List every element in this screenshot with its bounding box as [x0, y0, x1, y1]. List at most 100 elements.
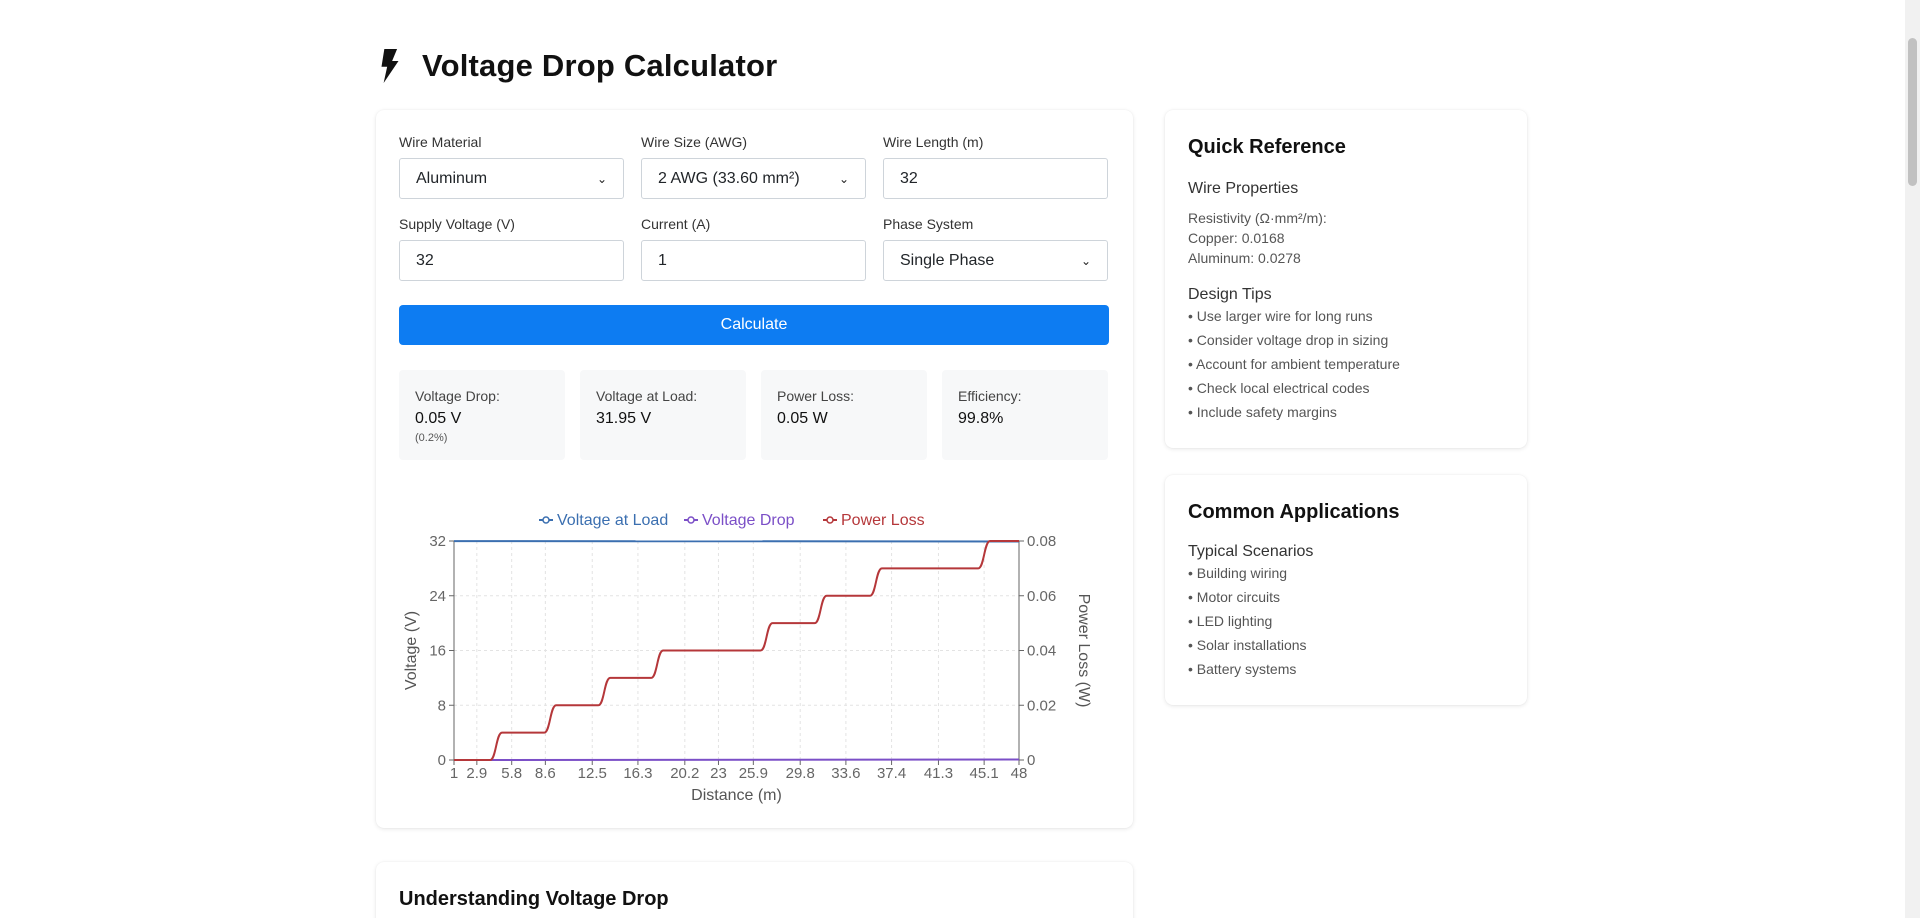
common-applications-card: Common Applications Typical Scenarios • …	[1165, 475, 1527, 705]
result-value: 0.05 W	[777, 410, 828, 427]
current-input[interactable]: 1	[641, 240, 866, 281]
wire-material-field: Wire Material Aluminum ⌄	[399, 134, 624, 199]
result-efficiency: Efficiency: 99.8%	[942, 370, 1108, 460]
common-applications-title: Common Applications	[1188, 501, 1400, 523]
result-voltage-at-load: Voltage at Load: 31.95 V	[580, 370, 746, 460]
page-scrollbar[interactable]	[1905, 0, 1920, 918]
list-item: • Account for ambient temperature	[1188, 356, 1400, 372]
x-axis-label: Distance (m)	[691, 787, 782, 804]
wire-material-select[interactable]: Aluminum ⌄	[399, 158, 624, 199]
wire-length-input[interactable]: 32	[883, 158, 1108, 199]
wire-size-value: 2 AWG (33.60 mm²)	[658, 169, 800, 187]
scenarios-title: Typical Scenarios	[1188, 543, 1314, 560]
phase-system-field: Phase System Single Phase ⌄	[883, 216, 1108, 281]
y2-tick-label: 0.02	[1027, 697, 1056, 714]
result-label: Voltage at Load:	[596, 388, 698, 404]
y2-tick-label: 0.06	[1027, 588, 1056, 605]
header: Voltage Drop Calculator	[376, 48, 777, 84]
understanding-card: Understanding Voltage Drop	[376, 862, 1133, 918]
list-item: • Building wiring	[1188, 565, 1288, 581]
x-tick-label: 20.2	[670, 765, 699, 782]
scenarios-section: Typical Scenarios • Building wiring • Mo…	[1188, 543, 1313, 681]
result-value: 99.8%	[958, 410, 1004, 427]
x-tick-label: 1	[450, 765, 458, 782]
page-title: Voltage Drop Calculator	[422, 48, 778, 83]
chevron-down-icon: ⌄	[1080, 253, 1091, 268]
supply-voltage-input[interactable]: 32	[399, 240, 624, 281]
wire-length-field: Wire Length (m) 32	[883, 134, 1108, 199]
x-tick-label: 12.5	[578, 765, 607, 782]
x-tick-label: 37.4	[877, 765, 906, 782]
copper-resistivity: Copper: 0.0168	[1188, 230, 1285, 246]
x-tick-label: 25.9	[739, 765, 768, 782]
wire-size-label: Wire Size (AWG)	[641, 134, 748, 150]
legend-label: Voltage at Load	[557, 512, 668, 529]
wire-size-select[interactable]: 2 AWG (33.60 mm²) ⌄	[641, 158, 866, 199]
phase-system-select[interactable]: Single Phase ⌄	[883, 240, 1108, 281]
result-power-loss: Power Loss: 0.05 W	[761, 370, 927, 460]
wire-properties-title: Wire Properties	[1188, 180, 1299, 197]
design-tips-section: Design Tips • Use larger wire for long r…	[1188, 286, 1400, 424]
chevron-down-icon: ⌄	[838, 171, 849, 186]
current-field: Current (A) 1	[641, 216, 866, 281]
wire-properties-section: Wire Properties Resistivity (Ω·mm²/m): C…	[1188, 180, 1327, 268]
result-label: Power Loss:	[777, 388, 855, 404]
quick-reference-title: Quick Reference	[1188, 136, 1346, 158]
y-axis-label: Voltage (V)	[403, 611, 420, 690]
x-tick-label: 33.6	[831, 765, 860, 782]
chevron-down-icon: ⌄	[596, 171, 607, 186]
y-tick-label: 24	[429, 588, 446, 605]
wire-length-label: Wire Length (m)	[883, 134, 984, 150]
y2-tick-label: 0.04	[1027, 643, 1056, 660]
legend-marker	[687, 516, 695, 524]
x-tick-label: 23	[710, 765, 727, 782]
list-item: • Check local electrical codes	[1188, 380, 1370, 396]
result-label: Voltage Drop:	[415, 388, 500, 404]
result-value: 0.05 V	[415, 410, 462, 427]
result-voltage-drop: Voltage Drop: 0.05 V (0.2%)	[399, 370, 565, 460]
wire-length-value: 32	[900, 169, 918, 187]
y2-tick-label: 0	[1027, 752, 1035, 769]
list-item: • Battery systems	[1188, 661, 1297, 677]
supply-voltage-value: 32	[416, 251, 434, 269]
result-percent: (0.2%)	[415, 432, 448, 444]
supply-voltage-field: Supply Voltage (V) 32	[399, 216, 624, 281]
list-item: • LED lighting	[1188, 613, 1273, 629]
list-item: • Consider voltage drop in sizing	[1188, 332, 1389, 348]
aluminum-resistivity: Aluminum: 0.0278	[1188, 250, 1301, 266]
quick-reference-card: Quick Reference Wire Properties Resistiv…	[1165, 110, 1527, 448]
x-tick-label: 48	[1011, 765, 1028, 782]
phase-system-label: Phase System	[883, 216, 974, 232]
result-value: 31.95 V	[596, 410, 652, 427]
series-line	[454, 540, 1019, 761]
list-item: • Include safety margins	[1188, 404, 1337, 420]
phase-system-value: Single Phase	[900, 251, 995, 269]
voltage-chart: 1 2.9 5.8 8.6 12.5 16.3 20.2 23 25.9 29.8 33.6 37.4…	[403, 512, 1092, 804]
scrollbar-thumb[interactable]	[1908, 38, 1917, 186]
wire-material-value: Aluminum	[416, 169, 488, 187]
y-tick-label: 0	[438, 752, 446, 769]
x-tick-label: 29.8	[786, 765, 815, 782]
x-tick-label: 8.6	[535, 765, 556, 782]
result-label: Efficiency:	[958, 388, 1022, 404]
list-item: • Use larger wire for long runs	[1188, 308, 1373, 324]
calculator-card: Wire Material Aluminum ⌄ Wire Size (AWG)…	[376, 110, 1133, 828]
legend-label: Voltage Drop	[702, 512, 795, 529]
wire-material-label: Wire Material	[399, 134, 482, 150]
list-item: • Motor circuits	[1188, 589, 1281, 605]
x-tick-label: 2.9	[466, 765, 487, 782]
list-item: • Solar installations	[1188, 637, 1307, 653]
current-value: 1	[658, 251, 667, 269]
understanding-title: Understanding Voltage Drop	[399, 888, 669, 910]
y-tick-label: 32	[429, 533, 446, 550]
wire-size-field: Wire Size (AWG) 2 AWG (33.60 mm²) ⌄	[641, 134, 866, 199]
design-tips-title: Design Tips	[1188, 286, 1272, 303]
calculate-button[interactable]: Calculate	[399, 305, 1109, 345]
legend-marker	[826, 516, 834, 524]
x-tick-label: 5.8	[501, 765, 522, 782]
y-tick-label: 16	[429, 643, 446, 660]
bolt-icon	[381, 49, 399, 83]
x-tick-label: 45.1	[970, 765, 999, 782]
x-tick-label: 41.3	[924, 765, 953, 782]
y2-axis-label: Power Loss (W)	[1075, 594, 1092, 708]
